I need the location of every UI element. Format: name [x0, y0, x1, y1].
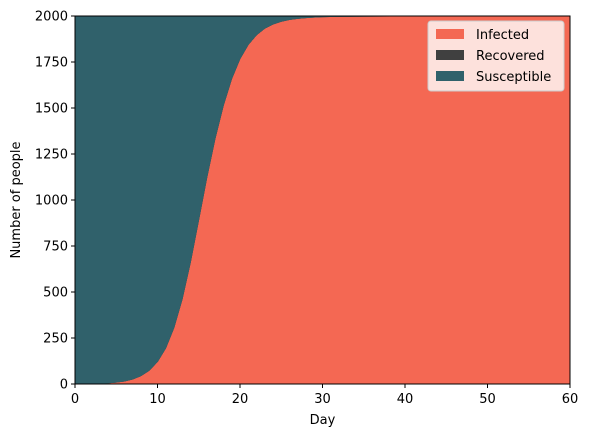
y-tick-label: 0: [60, 378, 68, 393]
legend: Infected Recovered Susceptible: [427, 20, 565, 92]
legend-label-recovered: Recovered: [476, 49, 545, 64]
x-tick-label: 40: [397, 392, 414, 407]
legend-swatch-infected: [436, 29, 464, 39]
y-tick-label: 1500: [35, 102, 68, 117]
y-tick-label: 1250: [35, 148, 68, 163]
x-tick-label: 50: [479, 392, 496, 407]
y-tick-label: 2000: [35, 10, 68, 25]
x-tick-label: 60: [562, 392, 579, 407]
y-axis-ticks: 0 250 500 750 1000 1250 1500 1750 2000: [35, 10, 75, 393]
x-axis-label: Day: [310, 413, 336, 428]
x-tick-label: 20: [232, 392, 249, 407]
legend-swatch-susceptible: [436, 71, 464, 81]
y-tick-label: 1750: [35, 56, 68, 71]
x-tick-label: 0: [71, 392, 79, 407]
legend-swatch-recovered: [436, 50, 464, 60]
y-tick-label: 750: [43, 240, 68, 255]
x-axis-ticks: 0 10 20 30 40 50 60: [71, 384, 578, 407]
y-tick-label: 500: [43, 286, 68, 301]
y-tick-label: 1000: [35, 194, 68, 209]
y-tick-label: 250: [43, 332, 68, 347]
legend-label-susceptible: Susceptible: [476, 70, 551, 85]
x-tick-label: 10: [149, 392, 166, 407]
y-axis-label: Number of people: [9, 141, 24, 258]
x-tick-label: 30: [314, 392, 331, 407]
legend-label-infected: Infected: [476, 28, 529, 43]
